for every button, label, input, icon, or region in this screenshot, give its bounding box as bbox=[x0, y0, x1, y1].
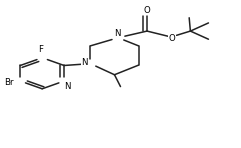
Text: O: O bbox=[169, 34, 176, 43]
Text: N: N bbox=[81, 58, 87, 67]
Text: F: F bbox=[39, 45, 43, 54]
Text: N: N bbox=[64, 82, 70, 91]
Text: N: N bbox=[114, 29, 120, 38]
Text: Br: Br bbox=[4, 78, 13, 87]
Text: O: O bbox=[144, 6, 150, 15]
